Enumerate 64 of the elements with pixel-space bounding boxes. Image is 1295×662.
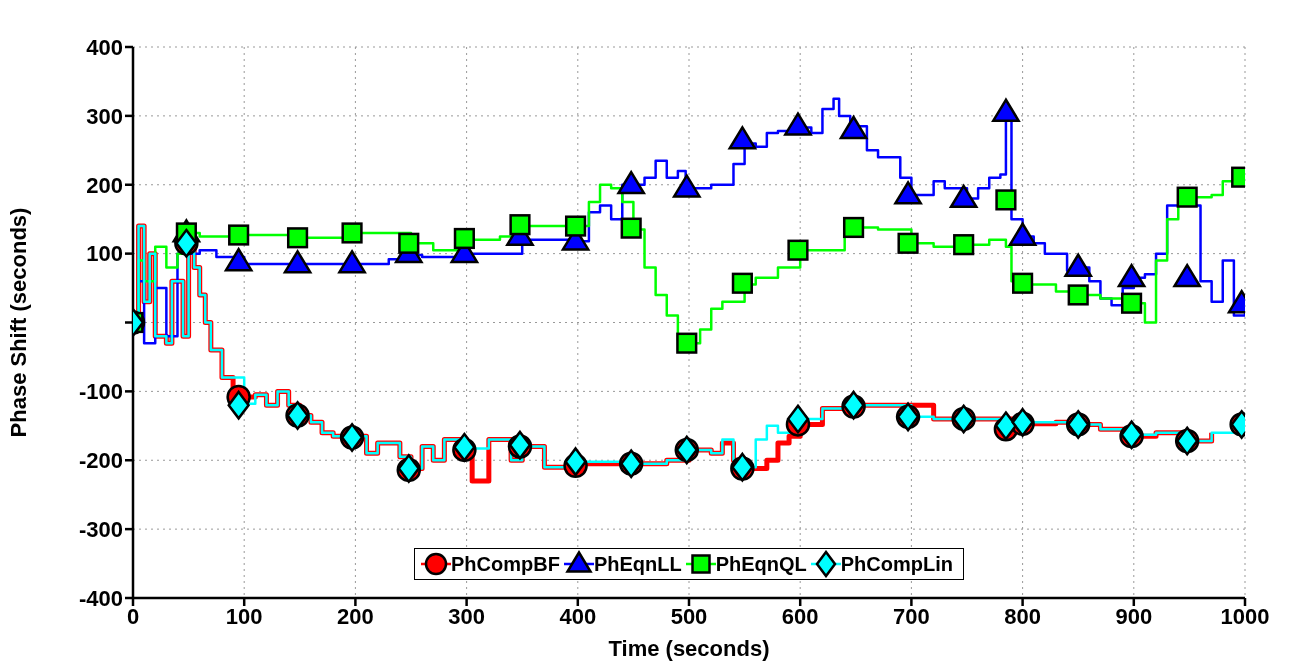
point (992, 98, 1020, 122)
point (787, 239, 809, 261)
y-tick-label: 100 (86, 241, 123, 267)
x-tick-label: 600 (781, 603, 819, 629)
point (564, 447, 587, 477)
legend-label: PhCompBF (451, 552, 560, 576)
legend-label: PhEqnLL (593, 552, 682, 576)
point (453, 227, 475, 250)
point (784, 112, 812, 136)
x-tick-label: 500 (670, 603, 708, 629)
legend-label: PhEqnQL (715, 552, 807, 576)
point (1176, 186, 1198, 208)
y-tick-label: -300 (78, 516, 123, 542)
point (731, 272, 753, 294)
point (338, 250, 366, 274)
point (341, 222, 363, 244)
point (994, 411, 1018, 441)
point (283, 250, 312, 274)
point (564, 215, 587, 237)
point (1117, 263, 1146, 288)
y-tick-label: -100 (78, 379, 123, 405)
legend-label: PhCompLin (840, 552, 953, 576)
point (1064, 253, 1093, 277)
point (1008, 222, 1037, 246)
point (617, 170, 646, 195)
point (1067, 284, 1089, 306)
point (1120, 292, 1143, 314)
x-tick-label: 100 (225, 603, 263, 629)
point (894, 181, 922, 205)
point (672, 174, 701, 198)
point (509, 214, 531, 236)
point (995, 189, 1017, 211)
point (786, 404, 810, 434)
point (949, 184, 978, 209)
point (224, 247, 253, 272)
point (842, 216, 865, 239)
y-tick-label: 200 (86, 172, 123, 198)
point (228, 224, 250, 246)
x-tick-label: 300 (448, 603, 485, 629)
point (1012, 272, 1034, 294)
y-tick-label: 400 (86, 34, 123, 60)
point (453, 432, 476, 462)
point (398, 232, 420, 254)
x-tick-label: 400 (559, 603, 597, 629)
y-tick-label: 300 (86, 103, 123, 129)
point (286, 227, 309, 249)
x-tick-label: 800 (1004, 603, 1041, 629)
x-axis-title: Time (seconds) (608, 636, 770, 661)
y-tick-label: -200 (78, 448, 123, 474)
point (728, 126, 757, 150)
point (839, 115, 868, 140)
point (1173, 263, 1202, 288)
x-tick-label: 200 (337, 603, 374, 629)
y-tick-label: -400 (78, 585, 123, 611)
x-tick-label: 900 (1115, 603, 1153, 629)
point (620, 217, 642, 239)
x-tick-label: 0 (126, 603, 140, 629)
x-tick-label: 1000 (1220, 603, 1270, 629)
x-tick-label: 700 (893, 603, 930, 629)
point (897, 232, 919, 254)
point (953, 234, 975, 256)
y-axis-title: Phase Shift (seconds) (5, 207, 31, 438)
point (227, 390, 250, 420)
point (676, 332, 698, 354)
